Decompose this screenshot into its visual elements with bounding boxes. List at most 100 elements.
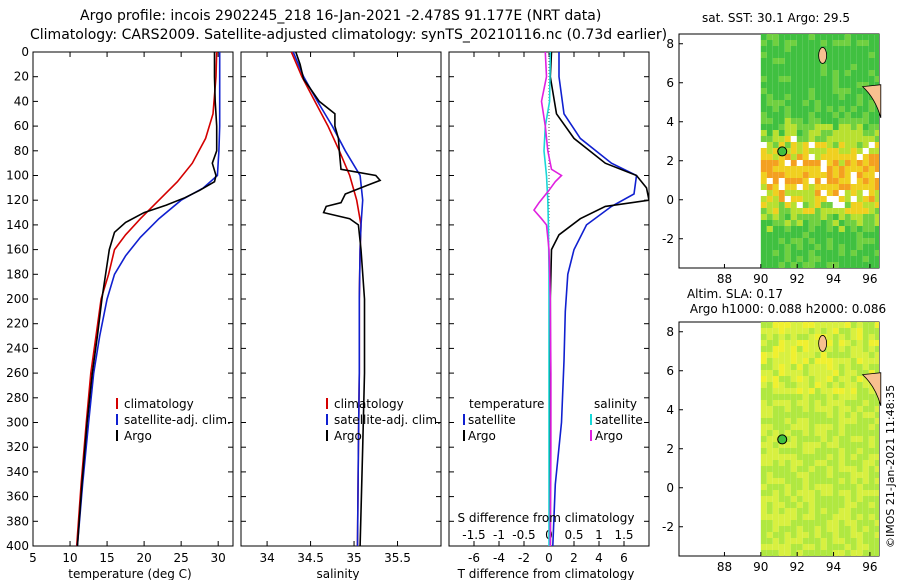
map-cell [772,412,779,418]
map-cell [844,220,851,226]
map-cell [856,340,863,346]
map-cell [772,418,779,424]
map-cell [760,544,767,550]
map-cell [796,466,803,472]
temperature-legend: climatology satellite-adj. clim. Argo [116,397,231,443]
map-cell [760,76,767,82]
map-cell [844,82,851,88]
y-tick-label: 380 [6,514,29,528]
map-cell [868,190,875,196]
map-cell [868,484,875,490]
map-y-tick-label: -2 [662,520,674,534]
map-cell [790,100,797,106]
map-cell [772,406,779,412]
map-cell [802,70,809,76]
map-cell [856,364,863,370]
map-cell [784,478,791,484]
map-cell [868,232,875,238]
map-cell [778,424,785,430]
map-cell [778,100,785,106]
map-cell [784,250,791,256]
map-cell [838,238,845,244]
map-cell [790,58,797,64]
map-cell [808,376,815,382]
sla-map-title: Altim. SLA: 0.17 [687,287,783,301]
map-cell [856,538,863,544]
map-cell [844,430,851,436]
map-cell [856,244,863,250]
map-cell [784,172,791,178]
map-cell [826,346,833,352]
map-cell [850,52,857,58]
map-cell [814,34,821,40]
map-cell [790,214,797,220]
map-cell [862,124,869,130]
map-cell [850,82,857,88]
map-cell [826,46,833,52]
map-cell [832,388,839,394]
map-cell [844,250,851,256]
map-cell [844,538,851,544]
map-cell [826,520,833,526]
map-cell [790,136,797,142]
map-cell [760,262,767,268]
map-cell [766,118,773,124]
map-cell [862,424,869,430]
map-cell [796,232,803,238]
map-cell [760,424,767,430]
map-cell [844,100,851,106]
map-cell [766,82,773,88]
map-cell [820,406,827,412]
map-cell [832,244,839,250]
map-cell [844,40,851,46]
map-cell [826,382,833,388]
map-cell [778,118,785,124]
map-cell [862,196,869,202]
map-cell [838,406,845,412]
map-cell [802,508,809,514]
map-cell [844,526,851,532]
map-cell [850,544,857,550]
map-cell [760,232,767,238]
map-cell [826,94,833,100]
map-cell [784,220,791,226]
map-cell [820,76,827,82]
map-cell [760,82,767,88]
map-cell [814,196,821,202]
map-cell [820,514,827,520]
map-cell [766,448,773,454]
map-cell [862,244,869,250]
map-cell [808,256,815,262]
map-cell [784,484,791,490]
map-cell [850,394,857,400]
map-cell [790,484,797,490]
map-cell [844,502,851,508]
map-cell [844,370,851,376]
map-cell [784,406,791,412]
map-cell [766,346,773,352]
map-cell [838,550,845,556]
map-cell [772,472,779,478]
map-x-tick-label: 92 [790,272,805,286]
map-cell [862,220,869,226]
map-cell [784,88,791,94]
map-cell [778,214,785,220]
map-cell [856,262,863,268]
map-y-tick-label: 0 [666,481,674,495]
x-tick-label: 10 [62,551,77,565]
map-cell [784,376,791,382]
map-cell [862,154,869,160]
map-cell [862,238,869,244]
map-cell [796,448,803,454]
map-cell [760,250,767,256]
map-cell [808,76,815,82]
map-cell [844,466,851,472]
map-cell [856,466,863,472]
map-cell [838,520,845,526]
map-cell [778,406,785,412]
map-cell [826,514,833,520]
map-cell [850,418,857,424]
map-cell [868,370,875,376]
map-cell [778,262,785,268]
